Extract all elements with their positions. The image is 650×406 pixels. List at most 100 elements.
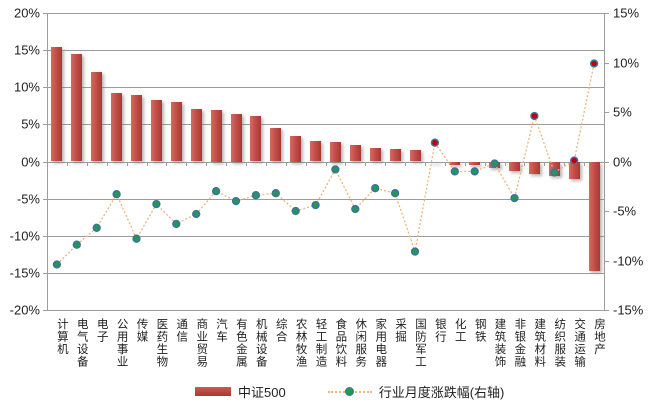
x-axis-label: 公用事业 [115,318,128,368]
category-tick [166,161,168,166]
y-axis-label-left: -15% [9,265,40,281]
gridline [43,235,604,237]
bar [210,109,222,162]
bar [71,53,83,162]
right-axis-tick [604,260,609,262]
x-axis-label: 通信 [175,318,188,343]
bar [409,149,421,162]
bar [170,102,182,162]
category-tick [325,161,327,166]
legend-item-bar-series: 中证500 [195,382,286,401]
bar [429,161,441,163]
marker-dot [251,191,261,200]
x-axis-label: 房地产 [592,318,605,356]
x-axis-label: 钢铁 [473,318,486,343]
x-axis-label: 非银金融 [513,318,526,368]
category-tick [464,161,466,166]
bar-series-swatch [195,387,231,396]
category-tick [524,161,526,166]
marker-dot [550,168,559,177]
category-tick [66,161,68,166]
bar [250,116,262,162]
marker-dot [589,59,599,68]
marker-dot [72,240,81,249]
x-axis-label: 电子 [95,318,108,343]
x-axis-label: 建筑材料 [533,318,546,368]
marker-dot [390,189,400,198]
y-axis-label-left: 10% [13,79,40,95]
right-axis-tick [604,112,609,113]
bar [509,161,520,172]
category-tick [305,161,307,166]
x-axis-label: 计算机 [55,318,68,356]
bar [111,93,123,162]
x-axis-label: 家用电器 [374,318,387,368]
y-axis-label-right: 0% [613,154,632,169]
legend: 中证500 行业月度涨跌幅(右轴) [0,382,650,401]
y-axis-label-left: 20% [13,5,40,21]
category-tick [385,161,387,166]
marker-dot [371,184,380,193]
series-connector-line [56,63,595,265]
marker-dot [112,190,121,199]
y-axis-label-right: 5% [613,104,632,120]
category-tick [126,161,128,166]
bar [349,145,361,162]
y-axis-label-left: 5% [21,116,40,132]
marker-dot [152,199,161,209]
y-axis-label-left: -20% [9,302,40,318]
x-axis-label: 银行 [433,318,446,343]
marker-dot [331,165,340,174]
y-axis-label-right: -5% [613,203,637,219]
bar [190,108,202,162]
category-tick [186,161,188,166]
gridline [43,13,604,14]
marker-dot [172,219,181,229]
right-axis-tick [604,161,609,163]
x-axis-label: 汽车 [214,318,227,343]
bar-series-label: 中证500 [238,385,286,400]
marker-dot [450,167,459,176]
marker-dot [271,189,280,198]
y-axis-label-right: 15% [613,5,640,21]
bar [290,135,302,162]
marker-dot [291,206,300,216]
legend-item-dot-series: 行业月度涨跌幅(右轴) [327,382,505,401]
gridline [43,50,604,52]
bar [528,161,540,175]
right-axis-tick [604,310,609,311]
dot-series-label: 行业月度涨跌幅(右轴) [378,385,505,400]
marker-dot [52,260,62,269]
marker-dot [351,204,360,214]
bar [369,148,381,162]
x-axis-label: 国防军工 [413,318,426,368]
x-axis-label: 综合 [274,318,287,343]
right-axis-tick [604,62,609,64]
x-axis-label: 商业贸易 [195,318,208,368]
category-tick [484,161,486,166]
bar [469,161,481,166]
category-tick [365,161,367,166]
category-tick [226,161,227,166]
x-axis-label: 机械设备 [254,318,267,368]
bar [51,47,63,162]
x-axis-label: 有色金属 [234,318,247,368]
right-axis-tick [604,13,609,14]
marker-dot [490,159,499,168]
category-tick [146,161,148,166]
bar [150,99,162,162]
x-axis-label: 化工 [453,318,466,343]
category-tick [405,161,407,166]
category-tick [564,161,566,166]
gridline [43,124,604,126]
gridline [43,272,604,274]
category-tick [345,161,347,166]
category-tick [106,161,108,166]
marker-dot [231,196,241,206]
x-axis-label: 建筑装饰 [493,318,506,368]
bar [230,114,242,162]
gridline [43,198,604,200]
bar [270,128,282,162]
